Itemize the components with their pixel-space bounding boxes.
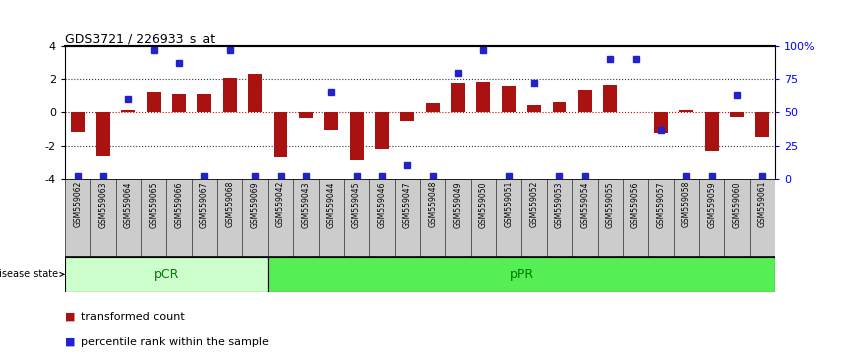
Text: GSM559054: GSM559054 [580,181,590,228]
Bar [197,94,211,113]
Bar [268,257,775,292]
Bar [501,86,516,113]
Bar [172,94,186,113]
Text: GSM559053: GSM559053 [555,181,564,228]
Bar [324,113,339,130]
Text: ■: ■ [65,312,79,322]
Text: transformed count: transformed count [81,312,184,322]
Text: percentile rank within the sample: percentile rank within the sample [81,337,268,347]
Text: GSM559063: GSM559063 [99,181,107,228]
Text: GSM559058: GSM559058 [682,181,691,228]
Bar [96,113,110,155]
Text: GSM559066: GSM559066 [175,181,184,228]
Text: GSM559047: GSM559047 [403,181,412,228]
Bar [71,113,85,132]
Text: GSM559067: GSM559067 [200,181,209,228]
Bar [730,113,744,116]
Text: GSM559049: GSM559049 [454,181,462,228]
Text: GSM559044: GSM559044 [326,181,336,228]
Text: ■: ■ [65,337,79,347]
Text: GSM559046: GSM559046 [378,181,386,228]
Bar [249,74,262,113]
Text: GSM559057: GSM559057 [656,181,665,228]
Text: GSM559062: GSM559062 [73,181,82,228]
Bar [426,103,440,113]
Bar [755,113,769,137]
Text: GSM559045: GSM559045 [352,181,361,228]
Text: pCR: pCR [153,268,179,281]
Text: GDS3721 / 226933_s_at: GDS3721 / 226933_s_at [65,32,215,45]
Bar [679,110,694,113]
Text: GSM559065: GSM559065 [149,181,158,228]
Bar [299,113,313,118]
Text: GSM559043: GSM559043 [301,181,310,228]
Bar [553,102,566,113]
Bar [223,78,236,113]
Bar [375,113,389,149]
Text: GSM559064: GSM559064 [124,181,132,228]
Text: GSM559055: GSM559055 [605,181,615,228]
Text: GSM559051: GSM559051 [504,181,514,228]
Text: GSM559060: GSM559060 [733,181,741,228]
Bar [146,92,161,113]
Text: GSM559050: GSM559050 [479,181,488,228]
Text: GSM559048: GSM559048 [428,181,437,228]
Bar [654,113,668,133]
Bar [476,82,490,113]
Text: pPR: pPR [509,268,533,281]
Bar [527,105,541,113]
Text: GSM559061: GSM559061 [758,181,767,228]
Text: disease state: disease state [0,269,64,279]
Text: GSM559052: GSM559052 [530,181,539,228]
Bar [705,113,719,150]
Bar [274,113,288,157]
Text: GSM559059: GSM559059 [708,181,716,228]
Text: GSM559042: GSM559042 [276,181,285,228]
Bar [65,257,268,292]
Bar [451,83,465,113]
Text: GSM559068: GSM559068 [225,181,235,228]
Text: GSM559056: GSM559056 [631,181,640,228]
Text: GSM559069: GSM559069 [250,181,260,228]
Bar [121,110,135,113]
Bar [578,90,591,113]
Bar [400,113,414,121]
Bar [350,113,364,160]
Bar [604,85,617,113]
